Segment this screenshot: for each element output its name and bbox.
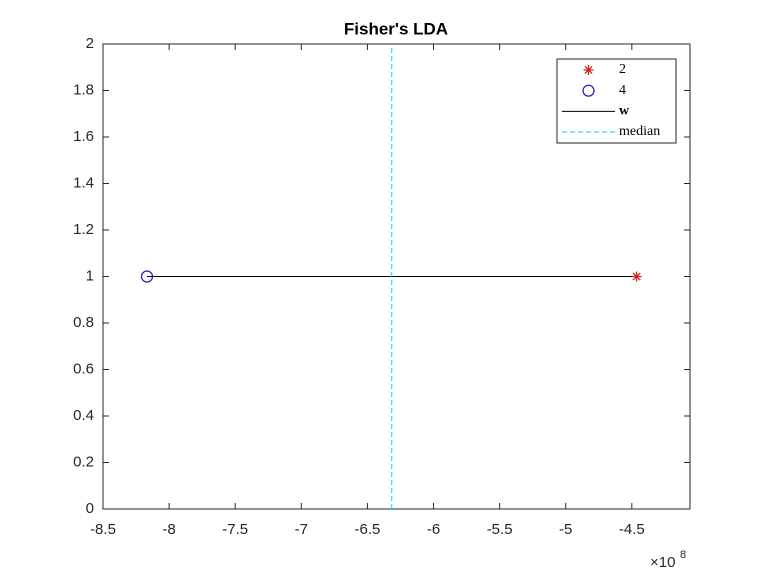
y-tick-label: 0.4 <box>73 407 94 424</box>
y-tick-label: 1.6 <box>73 128 94 145</box>
x-tick-label: -5 <box>559 521 572 538</box>
x-multiplier: ×10 <box>650 554 675 571</box>
y-tick-label: 1 <box>86 267 94 284</box>
y-tick-label: 1.4 <box>73 174 94 191</box>
y-tick-label: 0 <box>86 500 94 517</box>
legend: 2 4 w median <box>556 58 677 144</box>
legend-box <box>556 58 677 144</box>
asterisk-marker <box>583 65 594 75</box>
asterisk-marker <box>631 271 642 282</box>
legend-label: 2 <box>619 62 626 77</box>
x-tick-label: -8.5 <box>90 521 116 538</box>
x-tick-label: -5.5 <box>487 521 513 538</box>
y-tick-label: 1.8 <box>73 81 94 98</box>
x-tick-label: -8 <box>162 521 175 538</box>
y-tick-label: 0.8 <box>73 314 94 331</box>
x-tick-label: -7 <box>295 521 308 538</box>
y-tick-label: 2 <box>86 35 94 52</box>
x-multiplier-exponent: 8 <box>680 549 686 561</box>
x-tick-label: -6.5 <box>354 521 380 538</box>
y-tick-label: 0.2 <box>73 453 94 470</box>
legend-label: median <box>619 124 660 139</box>
chart-title: Fisher's LDA <box>344 19 448 38</box>
x-tick-label: -4.5 <box>619 521 645 538</box>
circle-marker <box>582 84 595 97</box>
y-tick-label: 1.2 <box>73 221 94 238</box>
legend-label: w <box>619 104 630 119</box>
x-tick-label: -7.5 <box>222 521 248 538</box>
x-tick-label: -6 <box>427 521 440 538</box>
legend-label: 4 <box>619 83 626 98</box>
circle-marker <box>140 270 154 283</box>
y-tick-label: 0.6 <box>73 360 94 377</box>
